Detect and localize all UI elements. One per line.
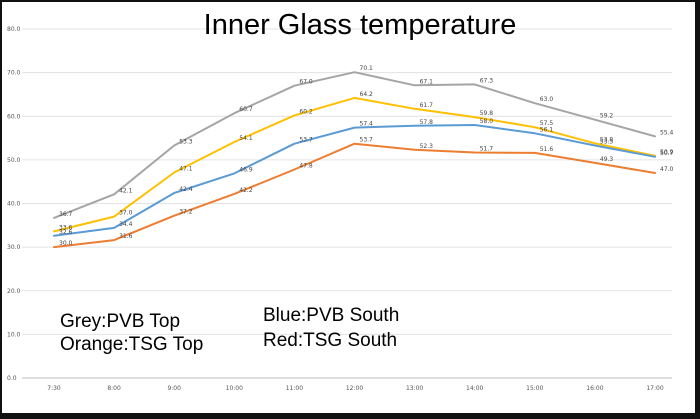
- x-tick-label: 13:00: [406, 385, 423, 392]
- x-tick-label: 8:00: [107, 385, 121, 392]
- data-label: 57.4: [360, 121, 374, 128]
- data-label: 37.0: [119, 210, 133, 217]
- data-label: 42.2: [239, 187, 253, 194]
- data-label: 47.0: [660, 166, 674, 173]
- data-label: 49.3: [600, 156, 614, 163]
- x-tick-label: 10:00: [226, 385, 243, 392]
- chart-title: Inner Glass temperature: [204, 9, 517, 41]
- annotation-red: Red:TSG South: [263, 330, 397, 351]
- data-label: 34.4: [119, 221, 133, 228]
- y-tick-label: 50.0: [7, 157, 21, 164]
- data-label: 61.7: [420, 102, 434, 109]
- y-tick-label: 80.0: [7, 26, 21, 33]
- data-label: 42.4: [179, 186, 193, 193]
- data-label: 53.7: [360, 137, 374, 144]
- data-label: 58.0: [480, 118, 494, 125]
- y-tick-label: 40.0: [7, 201, 21, 208]
- data-label: 70.1: [360, 65, 374, 72]
- y-tick-label: 30.0: [7, 244, 21, 251]
- x-tick-label: 14:00: [466, 385, 483, 392]
- series-line: [53, 142, 656, 249]
- gridlines: [22, 28, 672, 379]
- x-tick-label: 12:00: [346, 385, 363, 392]
- data-label: 67.3: [480, 77, 494, 84]
- data-label: 57.5: [540, 120, 554, 127]
- data-label: 37.2: [179, 209, 193, 216]
- series-lines: [53, 71, 656, 249]
- y-tick-label: 60.0: [7, 113, 21, 120]
- series-line: [53, 124, 656, 237]
- data-label: 51.6: [540, 146, 554, 153]
- y-axis-ticks: 0.0 10.0 20.0 30.0 40.0 50.0 60.0 70.0 80.0: [7, 26, 21, 382]
- data-label: 50.9: [660, 149, 674, 156]
- data-label: 53.7: [299, 137, 313, 144]
- x-tick-label: 9:00: [167, 385, 181, 392]
- data-label: 56.1: [540, 126, 554, 133]
- data-label: 47.1: [179, 166, 193, 173]
- data-label: 47.8: [299, 162, 313, 169]
- data-label: 63.0: [540, 96, 554, 103]
- data-label: 32.6: [59, 229, 73, 236]
- data-label: 59.2: [600, 113, 614, 120]
- data-label: 60.2: [299, 108, 313, 115]
- data-label: 53.3: [600, 138, 614, 145]
- y-tick-label: 10.0: [7, 331, 21, 338]
- data-label: 53.3: [179, 138, 193, 145]
- y-tick-label: 0.0: [7, 375, 17, 382]
- data-label: 55.4: [660, 129, 674, 136]
- x-tick-label: 7:30: [47, 385, 61, 392]
- data-label: 33.6: [59, 224, 73, 231]
- y-tick-label: 70.0: [7, 70, 21, 77]
- data-label: 60.7: [239, 106, 253, 113]
- annotation-orange: Orange:TSG Top: [60, 334, 203, 355]
- x-axis-ticks: 7:30 8:00 9:00 10:00 11:00 12:00 13:00 14:00 15:…: [47, 385, 664, 392]
- series-line: [53, 71, 656, 219]
- data-label: 30.0: [59, 240, 73, 247]
- data-label: 53.8: [600, 136, 614, 143]
- data-label: 31.6: [119, 233, 133, 240]
- x-tick-label: 15:00: [526, 385, 543, 392]
- series-line: [53, 96, 656, 233]
- annotation-blue: Blue:PVB South: [263, 305, 399, 326]
- y-tick-label: 20.0: [7, 288, 21, 295]
- data-label: 67.1: [420, 78, 434, 85]
- data-label: 54.1: [239, 135, 253, 142]
- data-label: 67.0: [299, 79, 313, 86]
- data-label: 42.1: [119, 187, 133, 194]
- data-label: 57.8: [420, 119, 434, 126]
- annotation-grey: Grey:PVB Top: [60, 311, 180, 332]
- data-label: 52.3: [420, 143, 434, 150]
- x-tick-label: 17:00: [646, 385, 663, 392]
- data-labels: 36.7 42.1 53.3 60.7 67.0 70.1 67.1 67.3 63.0 59.2…: [59, 65, 674, 247]
- x-tick-label: 16:00: [586, 385, 603, 392]
- data-label: 36.7: [59, 211, 73, 218]
- data-label: 51.7: [480, 145, 494, 152]
- x-tick-label: 11:00: [286, 385, 303, 392]
- data-label: 64.2: [360, 91, 374, 98]
- data-label: 46.9: [239, 166, 253, 173]
- data-label: 50.7: [660, 150, 674, 157]
- data-label: 59.8: [480, 110, 494, 117]
